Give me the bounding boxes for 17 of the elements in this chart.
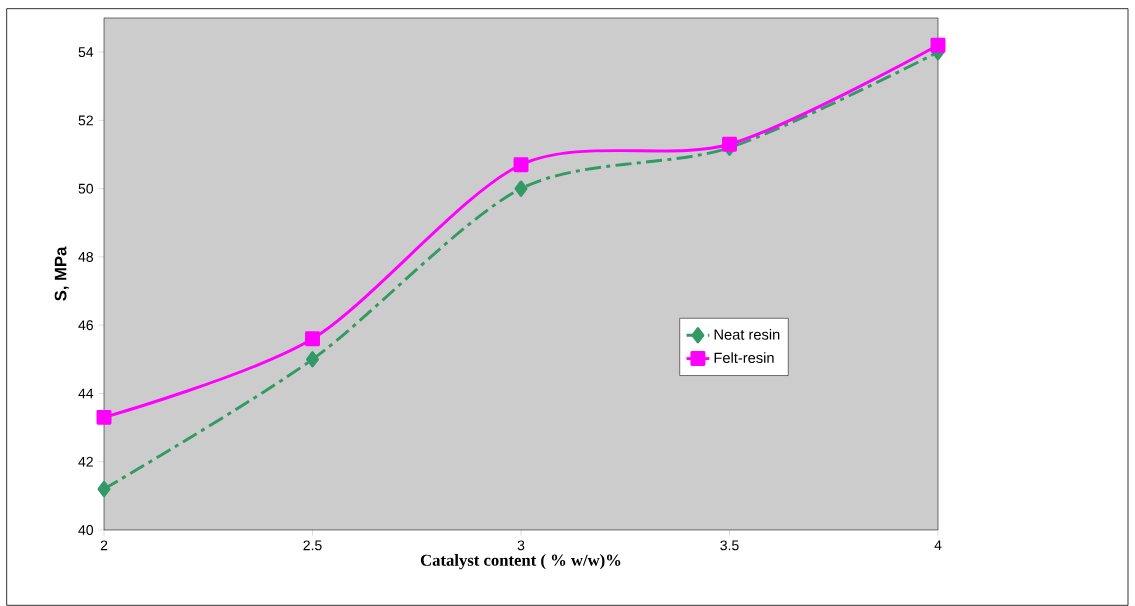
y-tick-label: 48 — [78, 251, 93, 262]
y-tick-label: 40 — [78, 525, 94, 535]
legend-label: Neat resin — [714, 328, 780, 340]
legend-label: Felt-resin — [714, 352, 774, 364]
y-tick-label: 52 — [78, 115, 93, 126]
x-tick-label: 4 — [934, 540, 942, 551]
y-tick-label: 44 — [78, 388, 94, 399]
x-tick-label: 2.5 — [303, 540, 322, 551]
y-tick-label: 46 — [78, 320, 93, 331]
x-axis-title: Catalyst content ( % w/w)% — [420, 554, 621, 570]
y-tick-label: 42 — [78, 456, 93, 467]
y-tick-label: 54 — [78, 47, 94, 58]
x-tick-label: 3.5 — [720, 540, 739, 551]
x-tick-label: 2 — [100, 540, 108, 551]
y-tick-label: 50 — [78, 183, 94, 194]
x-tick-label: 3 — [517, 540, 525, 551]
y-axis-title: S, MPa — [54, 246, 69, 301]
